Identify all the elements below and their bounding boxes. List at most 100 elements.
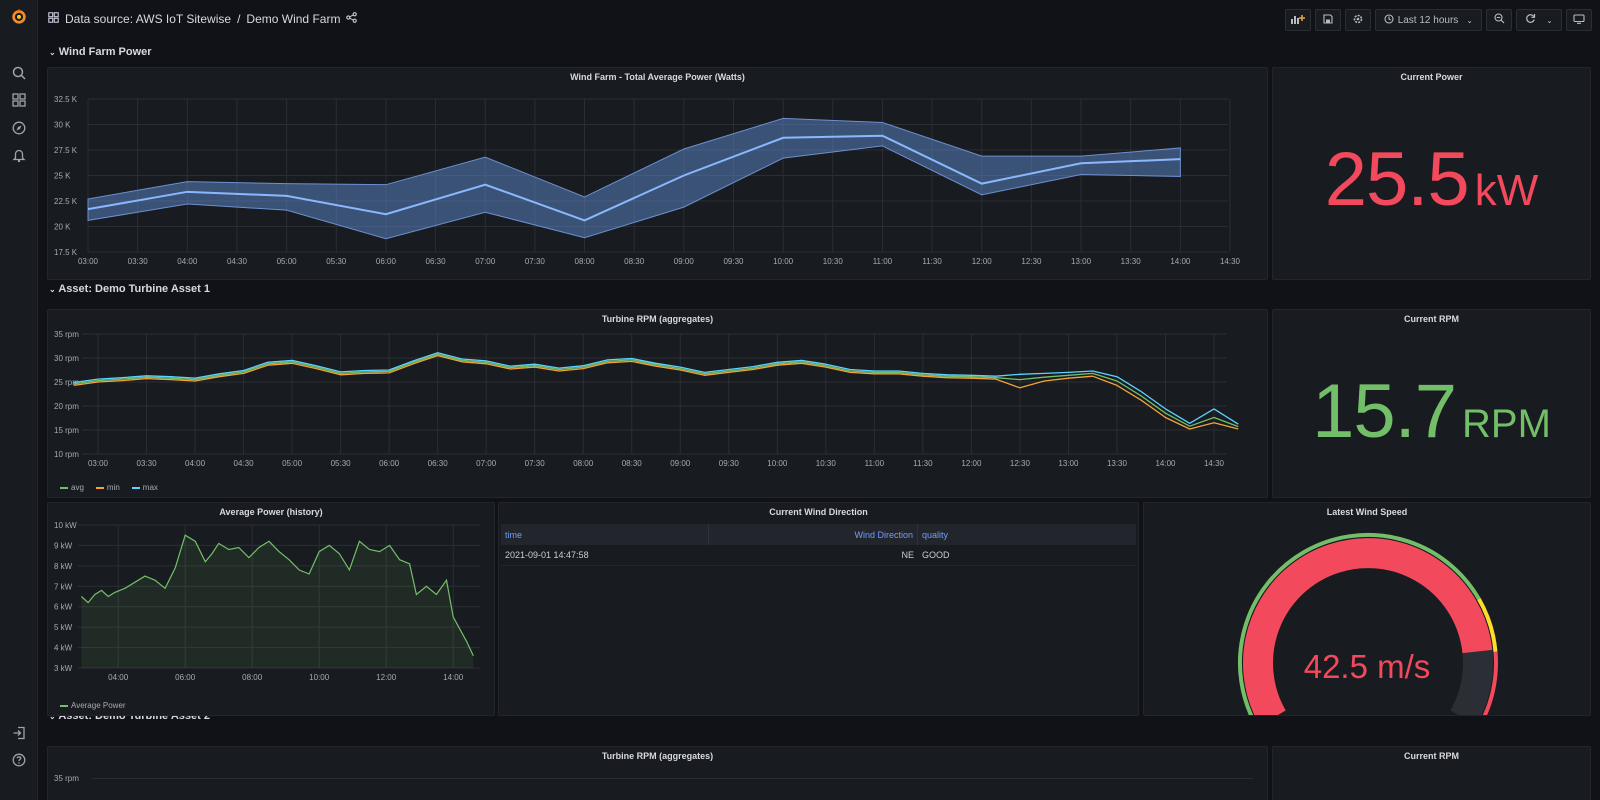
panel-current-rpm-asset-2[interactable]: Current RPM — [1272, 746, 1591, 800]
gauge-threshold-red — [1482, 651, 1498, 715]
average-power-area-chart[interactable]: 3 kW 4 kW 5 kW 6 kW 7 kW 8 kW 9 kW 10 kW 04:00 06… — [48, 503, 495, 716]
rpm-timeseries-chart[interactable]: 10 rpm 15 rpm 20 rpm 25 rpm 30 rpm 35 rpm 03:0… — [48, 310, 1268, 498]
legend-item-avg[interactable]: avg — [60, 483, 84, 492]
y-tick-label: 27.5 K — [54, 146, 78, 155]
y-tick-label: 30 K — [54, 121, 71, 130]
power-timeseries-chart[interactable]: 17.5 K 20 K 22.5 K 25 K 27.5 K 30 K 32.5 K 03:0… — [48, 68, 1268, 280]
share-icon[interactable] — [346, 12, 358, 26]
series-line-average-power — [80, 534, 474, 656]
x-tick-label: 07:30 — [525, 459, 546, 468]
x-tick-label: 08:00 — [575, 257, 596, 266]
panel-title: Current RPM — [1403, 751, 1459, 761]
gridline — [92, 778, 1253, 779]
breadcrumb-dashboard-title[interactable]: Demo Wind Farm — [246, 12, 341, 26]
stat-number: 25.5 — [1324, 137, 1470, 222]
chevron-down-icon: ⌄ — [1466, 15, 1473, 25]
panel-title: Current Wind Direction — [769, 507, 868, 517]
add-panel-button[interactable] — [1284, 9, 1311, 31]
legend-item-min[interactable]: min — [95, 483, 120, 492]
breadcrumb-folder-link[interactable]: Data source: AWS IoT Sitewise — [65, 12, 232, 26]
x-tick-label: 06:00 — [175, 673, 196, 682]
x-tick-label: 06:30 — [426, 257, 447, 266]
y-tick-label: 4 kW — [54, 644, 73, 653]
y-tick-label: 8 kW — [54, 562, 73, 571]
gauge-value-arc — [1243, 538, 1493, 715]
zoom-out-button[interactable] — [1486, 9, 1512, 31]
row-header-wind-farm-power[interactable]: ⌄ Wind Farm Power — [49, 46, 152, 58]
x-tick-label: 06:00 — [376, 257, 397, 266]
y-tick-label: 25 rpm — [54, 378, 79, 387]
explore-icon[interactable] — [9, 118, 29, 138]
refresh-button[interactable]: ⌄ — [1516, 9, 1562, 31]
search-icon[interactable] — [9, 63, 29, 83]
grafana-logo-icon[interactable] — [9, 6, 29, 26]
x-tick-label: 12:00 — [376, 673, 397, 682]
row-header-turbine-asset-1[interactable]: ⌄ Asset: Demo Turbine Asset 1 — [49, 283, 210, 295]
time-picker-button[interactable]: Last 12 hours ⌄ — [1374, 9, 1482, 31]
panel-current-power[interactable]: Current Power 25.5 kW — [1272, 67, 1591, 280]
x-tick-label: 05:00 — [277, 257, 298, 266]
x-tick-label: 08:00 — [242, 673, 263, 682]
table-cell-quality: GOOD — [922, 550, 950, 560]
dashboards-icon — [48, 12, 59, 26]
x-tick-label: 14:00 — [1155, 459, 1176, 468]
save-dashboard-button[interactable] — [1314, 9, 1341, 31]
panel-current-wind-direction[interactable]: Current Wind Direction time Wind Directi… — [498, 502, 1139, 716]
panel-title: Latest Wind Speed — [1326, 507, 1408, 517]
column-header-time[interactable]: time — [501, 524, 709, 545]
sign-in-icon[interactable] — [9, 723, 29, 743]
y-tick-label: 9 kW — [54, 541, 73, 550]
legend-item-average-power[interactable]: Average Power — [60, 701, 126, 710]
panel-title: Wind Farm - Total Average Power (Watts) — [570, 72, 745, 82]
dashboard-settings-button[interactable] — [1344, 9, 1371, 31]
x-tick-label: 09:30 — [719, 459, 740, 468]
tv-mode-button[interactable] — [1566, 9, 1592, 31]
x-tick-label: 06:00 — [379, 459, 400, 468]
table-header: time Wind Direction quality — [501, 524, 1136, 545]
y-tick-label: 10 rpm — [54, 450, 79, 459]
chevron-down-icon: ⌄ — [1546, 15, 1553, 25]
panel-turbine-rpm[interactable]: Turbine RPM (aggregates) 10 rpm 15 rpm 20 … — [47, 309, 1268, 498]
x-tick-label: 11:00 — [873, 257, 893, 266]
x-tick-label: 05:00 — [282, 459, 303, 468]
gauge-value: 42.5 m/s — [1303, 648, 1431, 685]
row-title: Asset: Demo Turbine Asset 1 — [58, 283, 210, 295]
y-tick-label: 20 rpm — [54, 402, 79, 411]
panel-title: Turbine RPM (aggregates) — [601, 751, 714, 761]
y-tick-label: 35 rpm — [54, 330, 79, 339]
y-tick-label: 5 kW — [54, 623, 73, 632]
y-tick-label: 15 rpm — [54, 426, 79, 435]
series-line-min — [73, 354, 1239, 430]
x-tick-label: 03:00 — [78, 257, 99, 266]
x-tick-label: 04:30 — [227, 257, 248, 266]
x-tick-label: 10:00 — [773, 257, 794, 266]
stat-number: 15.7 — [1312, 369, 1457, 454]
chart-legend: avg min max — [60, 483, 158, 492]
panel-average-power-history[interactable]: Average Power (history) 3 kW 4 kW 5 kW 6 kW… — [47, 502, 495, 716]
y-tick-label: 30 rpm — [54, 354, 79, 363]
time-range-label: Last 12 hours — [1397, 14, 1459, 26]
alerting-icon[interactable] — [9, 146, 29, 166]
panel-wind-farm-power[interactable]: Wind Farm - Total Average Power (Watts) … — [47, 67, 1268, 280]
panel-current-rpm[interactable]: Current RPM 15.7 RPM — [1272, 309, 1591, 498]
column-header-wind-direction[interactable]: Wind Direction — [709, 524, 918, 545]
x-tick-label: 04:00 — [177, 257, 198, 266]
refresh-icon — [1525, 13, 1536, 27]
legend-item-max[interactable]: max — [131, 483, 158, 492]
x-tick-label: 11:30 — [922, 257, 942, 266]
dashboards-icon[interactable] — [9, 90, 29, 110]
column-header-quality[interactable]: quality — [922, 529, 949, 540]
x-tick-label: 11:00 — [865, 459, 885, 468]
x-tick-label: 10:30 — [823, 257, 844, 266]
panel-latest-wind-speed[interactable]: Latest Wind Speed 42.5 m/s — [1143, 502, 1591, 716]
panel-turbine-rpm-asset-2[interactable]: Turbine RPM (aggregates) 35 rpm — [47, 746, 1268, 800]
x-tick-label: 03:00 — [88, 459, 109, 468]
wind-direction-table: time Wind Direction quality 2021-09-01 1… — [501, 524, 1136, 566]
series-line-max — [73, 352, 1239, 425]
x-tick-label: 07:00 — [475, 257, 496, 266]
x-tick-label: 05:30 — [331, 459, 352, 468]
help-icon[interactable] — [9, 750, 29, 770]
x-tick-label: 14:30 — [1220, 257, 1241, 266]
breadcrumb-separator: / — [237, 12, 241, 26]
